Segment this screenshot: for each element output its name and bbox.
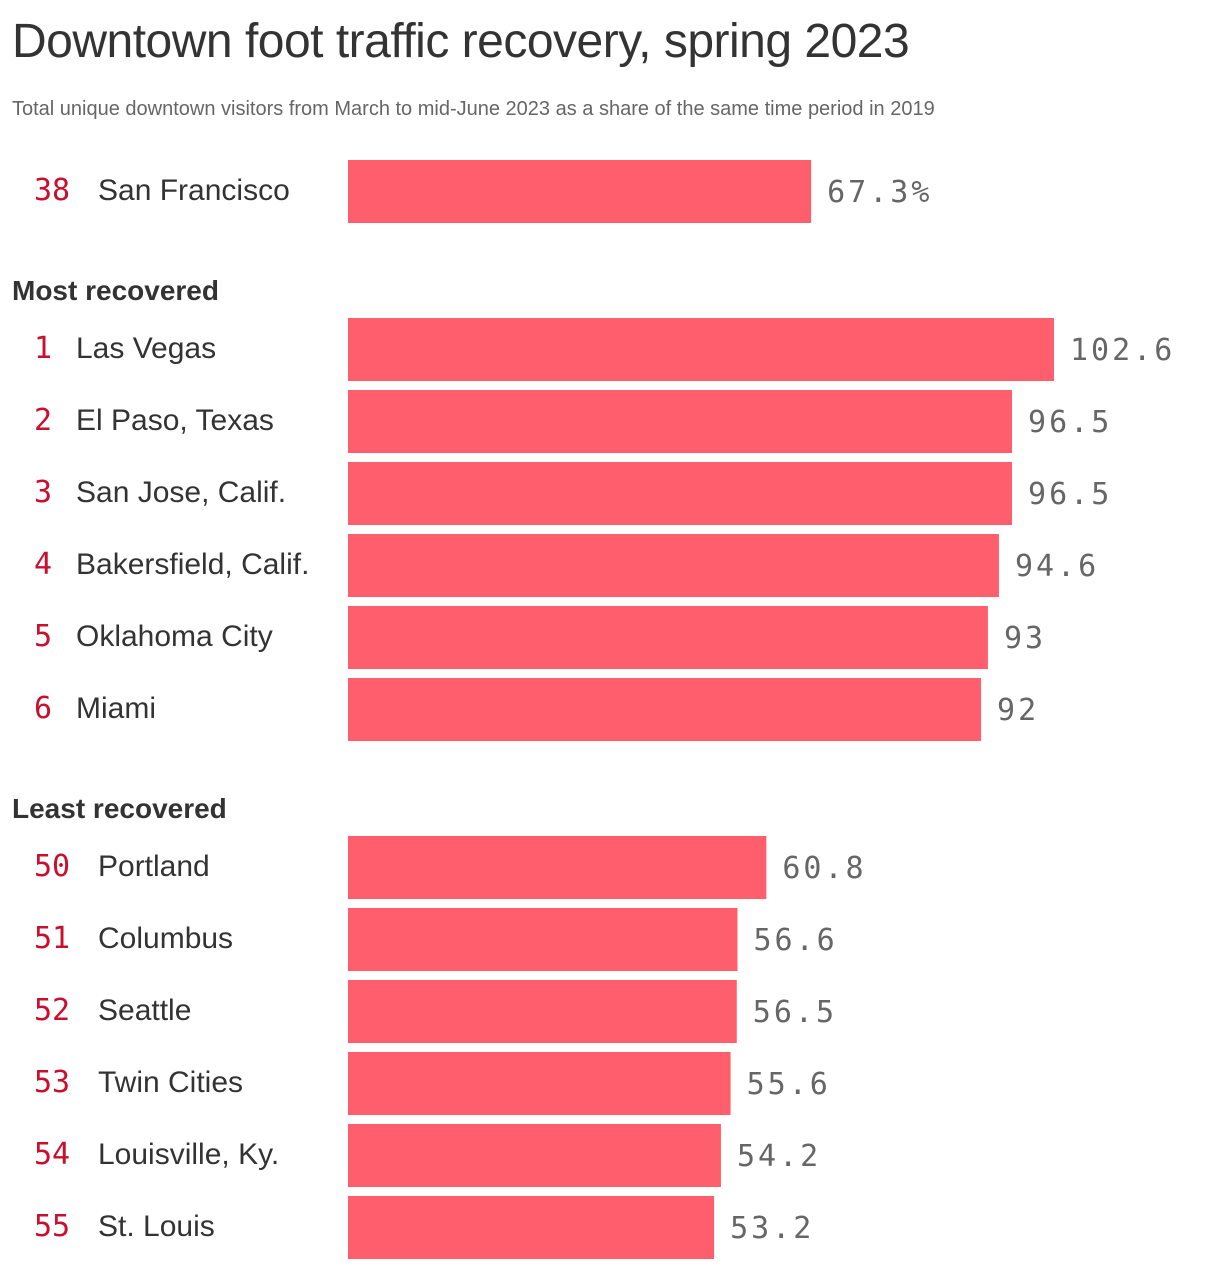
city-label: Twin Cities xyxy=(98,1066,243,1099)
bar xyxy=(348,462,1013,525)
rank-label: 51 xyxy=(34,921,70,956)
value-label: 60.8 xyxy=(782,851,866,886)
value-label: 92 xyxy=(997,693,1039,728)
bar xyxy=(348,678,982,741)
rank-label: 6 xyxy=(34,691,52,726)
bar xyxy=(348,160,812,223)
chart-title: Downtown foot traffic recovery, spring 2… xyxy=(12,15,910,68)
rank-label: 2 xyxy=(34,403,52,438)
chart-subtitle: Total unique downtown visitors from Marc… xyxy=(12,98,935,120)
city-label: Las Vegas xyxy=(76,332,216,365)
bar xyxy=(348,1052,731,1115)
city-label: Seattle xyxy=(98,994,191,1027)
bar xyxy=(348,1196,715,1259)
bar xyxy=(348,980,737,1043)
value-label: 102.6 xyxy=(1070,333,1175,368)
group-heading: Most recovered xyxy=(12,275,219,306)
rank-label: 50 xyxy=(34,849,70,884)
value-label: 56.6 xyxy=(753,923,837,958)
bar xyxy=(348,534,999,597)
value-label: 55.6 xyxy=(747,1067,831,1102)
bar xyxy=(348,390,1013,453)
city-label: Louisville, Ky. xyxy=(98,1138,279,1171)
rank-label: 38 xyxy=(34,173,70,208)
bar xyxy=(348,1124,721,1187)
city-label: El Paso, Texas xyxy=(76,404,274,437)
value-label: 53.2 xyxy=(730,1211,814,1246)
city-label: Oklahoma City xyxy=(76,620,273,653)
rank-label: 54 xyxy=(34,1137,70,1172)
value-label: 67.3% xyxy=(827,175,932,210)
city-label: Portland xyxy=(98,850,210,883)
value-label: 56.5 xyxy=(753,995,837,1030)
bar xyxy=(348,318,1054,381)
rank-label: 5 xyxy=(34,619,52,654)
value-label: 94.6 xyxy=(1015,549,1099,584)
value-label: 96.5 xyxy=(1028,405,1112,440)
bar xyxy=(348,606,988,669)
city-label: San Jose, Calif. xyxy=(76,476,286,509)
city-label: Miami xyxy=(76,692,156,725)
bar xyxy=(348,836,767,899)
city-label: San Francisco xyxy=(98,174,290,207)
city-label: Bakersfield, Calif. xyxy=(76,548,309,581)
group-heading: Least recovered xyxy=(12,793,227,824)
rank-label: 55 xyxy=(34,1209,70,1244)
city-label: Columbus xyxy=(98,922,233,955)
value-label: 93 xyxy=(1004,621,1046,656)
rank-label: 53 xyxy=(34,1065,70,1100)
rank-label: 1 xyxy=(34,331,52,366)
rank-label: 4 xyxy=(34,547,52,582)
rank-label: 52 xyxy=(34,993,70,1028)
city-label: St. Louis xyxy=(98,1210,215,1243)
bar xyxy=(348,908,738,971)
value-label: 54.2 xyxy=(737,1139,821,1174)
value-label: 96.5 xyxy=(1028,477,1112,512)
rank-label: 3 xyxy=(34,475,52,510)
